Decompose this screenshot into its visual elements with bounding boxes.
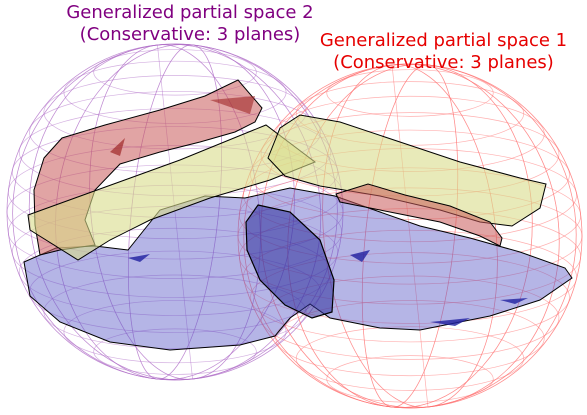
latitude-line [63,300,287,364]
space-1-subtitle: (Conservative: 3 planes) [333,52,554,73]
blue-plane-overlap [245,204,335,319]
latitude-line [93,49,257,96]
red-plane-space-2 [33,79,263,256]
red-plane-space-1 [335,183,503,247]
sliver-mark [500,298,528,304]
space-2-label: Generalized partial space 2 (Conservativ… [40,2,340,46]
longitude-line [243,63,577,409]
latitude-line [243,229,577,324]
sliver-mark [210,96,255,114]
yellow-plane-left [27,124,317,261]
sliver-mark [110,138,125,156]
sliver-mark [430,318,470,326]
longitude-line [12,43,338,381]
latitude-line [295,326,525,391]
latitude-line [326,355,494,403]
space-2-subtitle: (Conservative: 3 planes) [79,24,301,45]
space-1-label: Generalized partial space 1 (Conservativ… [300,30,587,74]
space-1-title: Generalized partial space 1 [319,30,568,51]
latitude-line [260,275,560,360]
latitude-line [326,69,494,117]
sliver-mark [350,250,370,262]
space-2-title: Generalized partial space 2 [66,2,314,23]
latitude-line [93,328,257,375]
latitude-line [250,252,570,343]
sliver-mark [128,254,150,262]
